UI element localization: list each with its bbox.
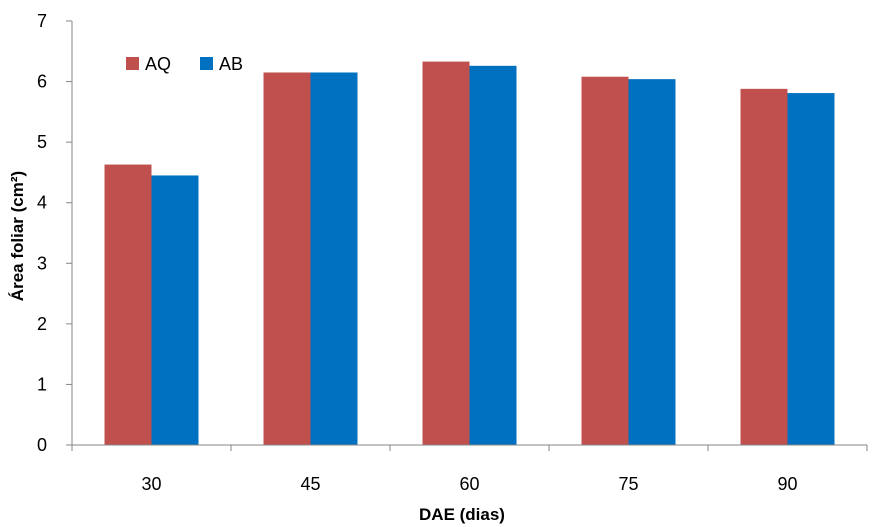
- x-tick-label: 45: [300, 474, 320, 494]
- bar-ab-30: [151, 175, 199, 445]
- bar-ab-60: [469, 65, 517, 445]
- bar-aq-90: [740, 88, 788, 445]
- y-tick-label: 1: [37, 374, 47, 394]
- bar-aq-45: [263, 72, 311, 445]
- bar-aq-30: [104, 164, 152, 445]
- legend: AQ AB: [126, 54, 243, 74]
- legend-label-ab: AB: [219, 54, 243, 74]
- y-tick-label: 6: [37, 72, 47, 92]
- y-tick-label: 0: [37, 435, 47, 455]
- legend-swatch-ab: [200, 57, 213, 70]
- x-tick-label: 90: [777, 474, 797, 494]
- x-tick-label: 30: [141, 474, 161, 494]
- bar-aq-60: [422, 61, 470, 445]
- bar-ab-75: [628, 79, 676, 446]
- legend-swatch-aq: [126, 57, 139, 70]
- y-tick-label: 5: [37, 132, 47, 152]
- legend-label-aq: AQ: [145, 54, 171, 74]
- bars-group: [104, 61, 835, 446]
- x-ticks-group: 30 45 60 75 90: [71, 445, 868, 494]
- y-tick-label: 3: [37, 253, 47, 273]
- y-tick-label: 4: [37, 193, 47, 213]
- x-tick-label: 60: [459, 474, 479, 494]
- y-ticks-group: 0 1 2 3 4 5 6 7: [37, 11, 72, 455]
- x-axis-title: DAE (dias): [419, 505, 505, 524]
- bar-ab-45: [310, 72, 358, 445]
- y-axis-title: Área foliar (cm²): [8, 171, 27, 301]
- y-tick-label: 2: [37, 314, 47, 334]
- bar-aq-75: [581, 76, 629, 446]
- x-tick-label: 75: [618, 474, 638, 494]
- bar-ab-90: [787, 93, 835, 445]
- y-tick-label: 7: [37, 11, 47, 31]
